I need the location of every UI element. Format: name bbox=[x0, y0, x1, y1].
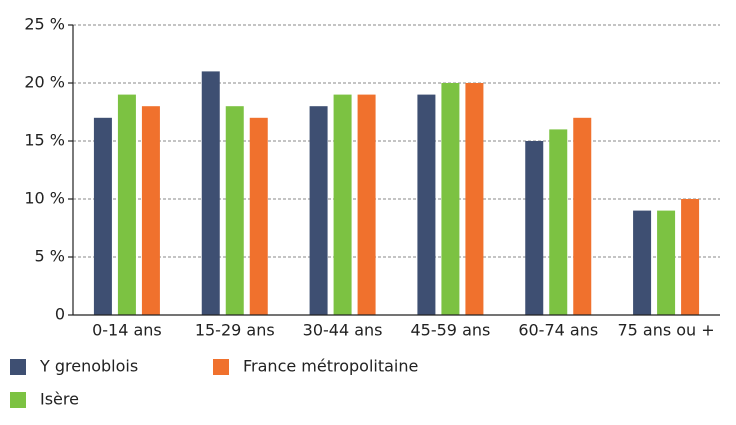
legend-label: Y grenoblois bbox=[39, 357, 138, 376]
x-tick-label: 75 ans ou + bbox=[617, 321, 714, 340]
bar bbox=[309, 106, 328, 315]
bar bbox=[549, 129, 568, 315]
bar bbox=[441, 83, 460, 315]
y-tick-label: 5 % bbox=[35, 247, 65, 266]
bar bbox=[201, 71, 220, 316]
x-tick-label: 45-59 ans bbox=[410, 321, 490, 340]
y-tick-label: 15 % bbox=[24, 131, 65, 150]
x-tick-label: 15-29 ans bbox=[195, 321, 275, 340]
bar bbox=[249, 117, 268, 315]
legend-swatch bbox=[213, 359, 229, 375]
y-tick-label: 0 bbox=[55, 305, 65, 324]
legend-swatch bbox=[10, 392, 26, 408]
bar bbox=[141, 106, 160, 315]
bar bbox=[93, 117, 112, 315]
x-tick-label: 30-44 ans bbox=[303, 321, 383, 340]
x-tick-label: 0-14 ans bbox=[92, 321, 162, 340]
y-tick-label: 25 % bbox=[24, 15, 65, 34]
bar bbox=[333, 94, 352, 315]
bar bbox=[633, 210, 652, 315]
bar bbox=[657, 210, 676, 315]
bar bbox=[573, 117, 592, 315]
bar bbox=[465, 83, 484, 315]
y-tick-label: 10 % bbox=[24, 189, 65, 208]
legend-swatch bbox=[10, 359, 26, 375]
x-tick-label: 60-74 ans bbox=[518, 321, 598, 340]
bar bbox=[681, 199, 700, 315]
legend-label: Isère bbox=[40, 390, 79, 409]
bar bbox=[357, 94, 376, 315]
bar bbox=[225, 106, 244, 315]
bar bbox=[117, 94, 136, 315]
bar bbox=[525, 141, 544, 315]
bar bbox=[417, 94, 436, 315]
legend-label: France métropolitaine bbox=[243, 357, 418, 376]
y-tick-label: 20 % bbox=[24, 73, 65, 92]
